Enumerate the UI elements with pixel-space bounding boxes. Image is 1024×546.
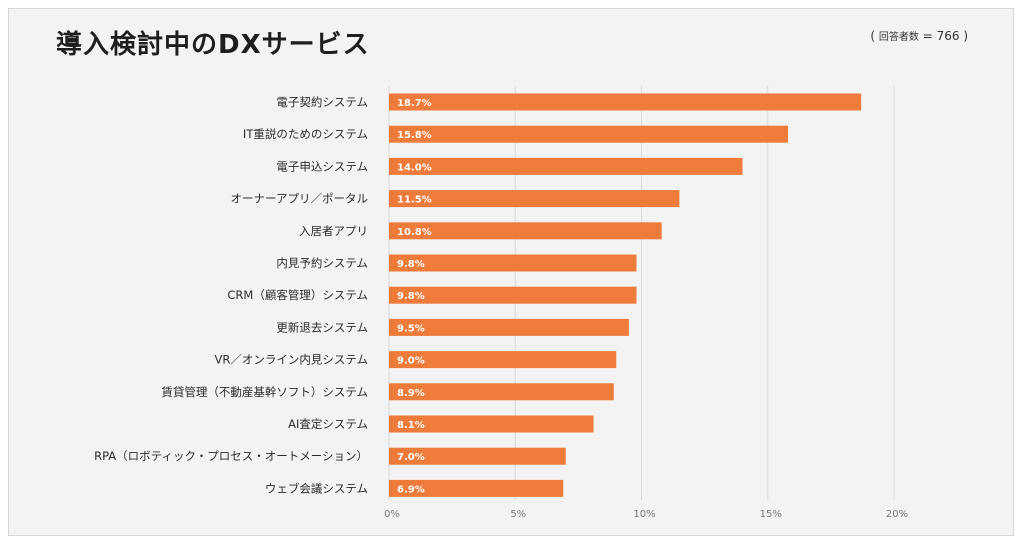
bar [389,125,788,143]
category-label: 賃貸管理（不動産基幹ソフト）システム [161,385,368,399]
respondent-value: 766 [936,29,960,43]
bar [389,383,614,401]
category-label: VR／オンライン内見システム [214,353,368,367]
category-label: AI査定システム [288,417,368,431]
bar [389,286,637,304]
bar [389,447,566,465]
bar-value-label: 10.8% [397,227,432,238]
category-label: RPA（ロボティック・プロセス・オートメーション） [94,449,368,463]
category-label: ウェブ会議システム [265,481,368,495]
x-tick-label: 5% [510,509,526,520]
bar [389,254,637,272]
bar-value-label: 9.0% [397,356,425,367]
bar [389,222,662,240]
respondent-count: ( 回答者数 = 766 ) [870,28,968,43]
bar [389,157,743,175]
bar-value-label: 11.5% [397,195,432,206]
x-tick-label: 10% [633,509,655,520]
bar [389,318,629,336]
bar-value-label: 9.5% [397,323,425,334]
bar [389,93,862,111]
bar-value-label: 8.9% [397,388,425,399]
bar [389,190,680,208]
bar-value-label: 8.1% [397,420,425,431]
category-label: CRM（顧客管理）システム [227,288,368,302]
chart-title: 導入検討中のDXサービス [56,30,370,60]
category-label: 電子申込システム [276,159,368,173]
category-label: オーナーアプリ／ポータル [230,192,368,206]
bar-value-label: 7.0% [397,452,425,463]
category-label: 電子契約システム [276,95,368,109]
x-tick-label: 15% [760,509,782,520]
category-label: IT重説のためのシステム [243,127,368,141]
bar [389,479,564,497]
respondent-open-paren: ( [870,29,876,43]
category-label: 内見予約システム [276,256,368,270]
x-tick-label: 0% [384,509,400,520]
category-label: 更新退去システム [276,320,368,334]
respondent-close-paren: ) [963,29,968,43]
bar-value-label: 18.7% [397,98,432,109]
respondent-equals: = [922,29,933,43]
bar [389,415,594,433]
respondent-label: 回答者数 [878,32,919,43]
bar-value-label: 15.8% [397,130,432,141]
category-label: 入居者アプリ [299,224,368,238]
bar [389,351,617,369]
x-tick-label: 20% [886,509,908,520]
bar-value-label: 14.0% [397,162,432,173]
bar-value-label: 9.8% [397,259,425,270]
bar-value-label: 6.9% [397,484,425,495]
bar-value-label: 9.8% [397,291,425,302]
